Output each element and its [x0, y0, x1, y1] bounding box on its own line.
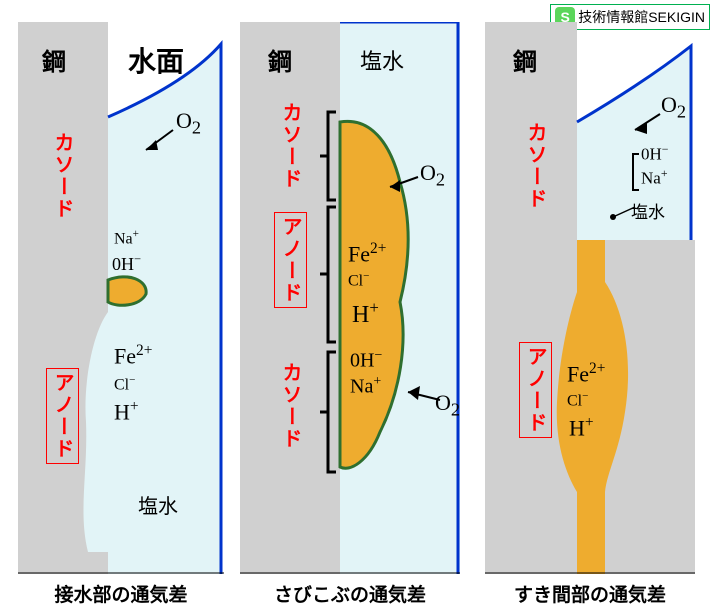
p3-na: Na+ — [641, 166, 668, 189]
caption-3: すき間部の通気差 — [485, 580, 695, 607]
p2-o2a: O2 — [420, 160, 445, 190]
p3-steel-label: 鋼 — [513, 42, 537, 77]
p2-steel-label: 鋼 — [268, 42, 292, 77]
p2-na: Na+ — [350, 374, 381, 399]
diagram-canvas: S 技術情報館SEKIGIN 鋼 水面 カソード アノード O2 Na+ 0H−… — [0, 0, 714, 615]
caption-1: 接水部の通気差 — [18, 580, 224, 607]
panel-3: 鋼 カソード アノード O2 0H− Na+ 塩水 Fe2+ Cl− H+ — [485, 22, 695, 574]
p3-fe: Fe2+ — [567, 360, 605, 387]
p1-oh: 0H− — [112, 252, 141, 275]
p3-h: H+ — [569, 414, 594, 441]
p2-saltwater: 塩水 — [360, 44, 404, 76]
p2-cathode-bottom: カソード — [276, 362, 305, 450]
p3-steel-right — [605, 240, 695, 574]
p3-oh: 0H− — [641, 142, 669, 165]
p1-h: H+ — [114, 398, 139, 425]
p2-h: H+ — [352, 298, 379, 329]
p1-water-surface: 水面 — [128, 40, 184, 80]
p2-o2b: O2 — [435, 390, 460, 420]
p2-cathode-top: カソード — [276, 102, 305, 190]
p3-anode: アノード — [519, 342, 552, 438]
p1-na: Na+ — [114, 228, 139, 248]
p1-steel — [18, 22, 108, 574]
p2-oh: 0H− — [350, 348, 382, 373]
p1-cathode: カソード — [48, 132, 77, 220]
panel-2: 鋼 塩水 カソード アノード カソード O2 Fe2+ Cl− H+ 0H− N… — [240, 22, 460, 574]
p3-o2: O2 — [661, 92, 686, 122]
p3-steel-left — [485, 22, 577, 574]
p2-fe: Fe2+ — [348, 240, 386, 267]
p2-anode: アノード — [274, 212, 307, 308]
p1-anode: アノード — [46, 368, 79, 464]
p1-o2: O2 — [176, 108, 201, 138]
p2-cl: Cl− — [348, 270, 369, 290]
p1-saltwater: 塩水 — [138, 490, 178, 519]
p1-cl: Cl− — [114, 374, 135, 394]
panel-1: 鋼 水面 カソード アノード O2 Na+ 0H− Fe2+ Cl− H+ 塩水 — [18, 22, 224, 574]
p1-steel-label: 鋼 — [42, 42, 66, 77]
caption-2: さびこぶの通気差 — [240, 580, 460, 607]
p3-saltwater: 塩水 — [631, 198, 665, 223]
p3-cathode: カソード — [521, 122, 550, 210]
p1-fe: Fe2+ — [114, 342, 152, 369]
p3-cl: Cl− — [567, 390, 588, 410]
